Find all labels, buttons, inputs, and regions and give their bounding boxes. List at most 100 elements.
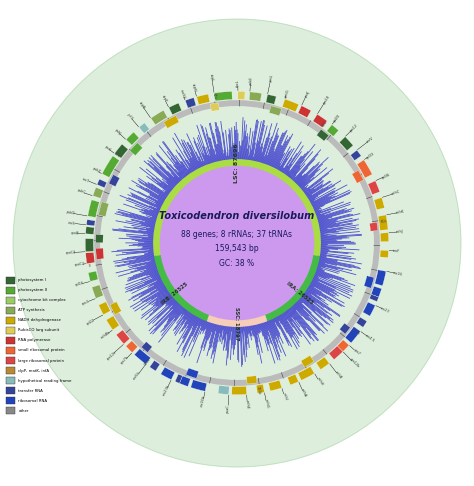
Text: rrn16: rrn16	[392, 271, 402, 277]
Wedge shape	[141, 342, 152, 352]
Text: IRA: 26525: IRA: 26525	[285, 281, 314, 306]
Bar	[6, 277, 15, 284]
Bar	[6, 387, 15, 394]
Wedge shape	[126, 132, 139, 145]
Text: 88 genes; 8 rRNAs; 37 tRNAs: 88 genes; 8 rRNAs; 37 tRNAs	[182, 230, 292, 239]
Wedge shape	[327, 124, 338, 137]
Wedge shape	[345, 327, 360, 343]
Wedge shape	[368, 181, 380, 194]
Text: psaI: psaI	[103, 144, 111, 152]
Text: atpI: atpI	[209, 73, 214, 80]
Text: cytochrome b/t complex: cytochrome b/t complex	[18, 298, 66, 302]
Wedge shape	[96, 234, 103, 243]
Wedge shape	[109, 174, 120, 187]
Bar	[6, 316, 15, 324]
Wedge shape	[298, 366, 315, 381]
Text: rrn16b: rrn16b	[200, 395, 206, 408]
Wedge shape	[356, 317, 367, 327]
Wedge shape	[207, 314, 267, 327]
Text: other: other	[18, 409, 29, 413]
Text: ndhI: ndhI	[282, 392, 288, 401]
Wedge shape	[256, 384, 264, 393]
Text: ycf3: ycf3	[126, 112, 134, 121]
Wedge shape	[102, 156, 119, 177]
Text: rps12: rps12	[349, 123, 359, 133]
Text: petL: petL	[268, 74, 273, 82]
Wedge shape	[110, 302, 121, 315]
Circle shape	[13, 19, 461, 467]
Text: rps12b: rps12b	[348, 357, 360, 369]
Text: psaJ: psaJ	[304, 90, 310, 98]
Text: clpP, matK, infA: clpP, matK, infA	[18, 368, 49, 373]
Text: rpl36: rpl36	[381, 172, 392, 179]
Wedge shape	[106, 316, 119, 330]
Text: rrn5b: rrn5b	[133, 370, 142, 381]
Wedge shape	[249, 92, 262, 102]
Text: rpoB: rpoB	[70, 231, 79, 235]
Text: RubisCO larg subunit: RubisCO larg subunit	[18, 329, 59, 332]
Text: trnT: trnT	[82, 177, 91, 183]
Wedge shape	[210, 103, 219, 111]
Wedge shape	[164, 116, 179, 128]
Wedge shape	[375, 270, 386, 286]
Wedge shape	[269, 106, 282, 116]
Bar	[6, 347, 15, 354]
Wedge shape	[339, 323, 350, 334]
Text: psbJ: psbJ	[113, 128, 121, 136]
Wedge shape	[99, 302, 110, 315]
Wedge shape	[175, 374, 182, 383]
Text: 120k: 120k	[255, 385, 261, 395]
Text: ndhG: ndhG	[264, 398, 269, 408]
Wedge shape	[218, 385, 229, 395]
Wedge shape	[130, 143, 143, 156]
Bar	[6, 367, 15, 374]
Text: NADH dehydrogenase: NADH dehydrogenase	[18, 318, 61, 322]
Wedge shape	[153, 159, 321, 256]
Text: photosystem I: photosystem I	[18, 278, 46, 282]
Text: psbC: psbC	[76, 189, 86, 195]
Wedge shape	[93, 188, 103, 198]
Wedge shape	[99, 202, 109, 217]
Text: photosystem II: photosystem II	[18, 288, 47, 293]
Wedge shape	[97, 179, 107, 188]
Wedge shape	[268, 380, 282, 391]
Wedge shape	[86, 220, 95, 226]
Wedge shape	[339, 137, 353, 151]
Wedge shape	[186, 368, 199, 379]
Text: ribosomal RNA: ribosomal RNA	[18, 399, 47, 402]
Wedge shape	[378, 215, 388, 230]
Wedge shape	[374, 197, 384, 210]
Text: ndhH: ndhH	[315, 377, 324, 387]
Wedge shape	[214, 91, 232, 101]
Wedge shape	[363, 302, 375, 316]
Wedge shape	[169, 103, 182, 115]
Wedge shape	[92, 285, 103, 298]
Wedge shape	[139, 123, 149, 134]
Text: rpl20: rpl20	[333, 113, 342, 123]
Wedge shape	[337, 340, 349, 351]
Text: ndhBb: ndhBb	[100, 330, 112, 339]
Text: psaC: psaC	[226, 403, 230, 413]
Text: 40k: 40k	[212, 92, 217, 100]
Wedge shape	[264, 255, 320, 321]
Wedge shape	[301, 355, 314, 367]
Wedge shape	[364, 276, 374, 288]
Wedge shape	[96, 248, 104, 260]
Wedge shape	[191, 380, 207, 391]
Text: RNA polymerase: RNA polymerase	[18, 338, 51, 343]
Text: psbZ: psbZ	[91, 167, 101, 174]
Text: 159,543 bp: 159,543 bp	[215, 244, 259, 253]
Text: ndhB: ndhB	[334, 370, 343, 380]
Wedge shape	[317, 129, 329, 141]
Text: rrn4.5: rrn4.5	[364, 333, 375, 343]
Text: atpF: atpF	[161, 94, 168, 103]
Text: rpl16: rpl16	[75, 281, 85, 287]
Bar	[6, 307, 15, 314]
Text: 80k: 80k	[381, 219, 388, 224]
Wedge shape	[185, 98, 196, 108]
Text: IRB: 26525: IRB: 26525	[160, 281, 189, 306]
Text: 0: 0	[89, 264, 91, 268]
Wedge shape	[86, 252, 95, 263]
Wedge shape	[287, 374, 299, 385]
Text: rrn23: rrn23	[379, 306, 390, 313]
